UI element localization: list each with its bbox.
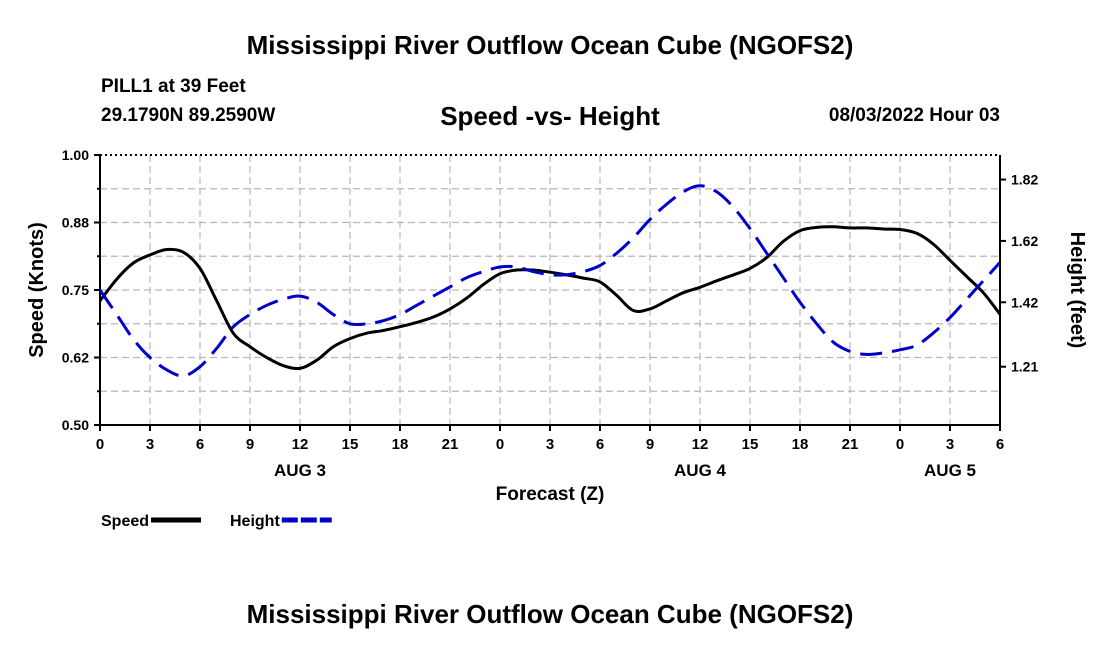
x-tick-label: 21 (442, 436, 459, 453)
x-tick-label: 12 (692, 436, 709, 453)
x-tick-label: 0 (96, 436, 104, 453)
station-label: PILL1 at 39 Feet (101, 76, 246, 97)
y-axis-title-right: Height (feet) (1066, 232, 1088, 349)
x-date-label: AUG 5 (924, 461, 976, 480)
y-tick-label: 1.00 (62, 147, 89, 163)
chart-subtitle: Speed -vs- Height (440, 101, 660, 131)
y2-tick-label: 1.82 (1011, 172, 1038, 188)
y-tick-label: 0.75 (62, 282, 89, 298)
x-tick-label: 6 (996, 436, 1004, 453)
y2-tick-label: 1.21 (1011, 359, 1038, 375)
x-tick-label: 18 (392, 436, 409, 453)
series-line-speed (98, 225, 1002, 371)
forecast-timestamp: 08/03/2022 Hour 03 (828, 105, 1000, 126)
y2-tick-label: 1.62 (1011, 233, 1038, 249)
x-tick-label: 3 (546, 436, 554, 453)
x-tick-label: 6 (196, 436, 204, 453)
series-line-height (98, 184, 1002, 378)
x-tick-label: 9 (246, 436, 254, 453)
x-tick-label: 15 (742, 436, 759, 453)
x-tick-label: 15 (342, 436, 359, 453)
x-tick-label: 0 (496, 436, 504, 453)
y-tick-label: 0.50 (62, 417, 89, 433)
x-tick-label: 3 (146, 436, 154, 453)
x-date-label: AUG 3 (274, 461, 326, 480)
x-tick-label: 18 (792, 436, 809, 453)
x-date-label: AUG 4 (674, 461, 727, 480)
x-axis-title: Forecast (Z) (496, 484, 605, 505)
x-tick-label: 12 (292, 436, 309, 453)
footer-title: Mississippi River Outflow Ocean Cube (NG… (246, 599, 854, 629)
y-tick-label: 0.88 (62, 215, 89, 231)
x-tick-label: 0 (896, 436, 904, 453)
y2-tick-label: 1.42 (1011, 294, 1038, 310)
x-tick-label: 21 (842, 436, 859, 453)
y-axis-title-left: Speed (Knots) (26, 222, 48, 358)
legend-label-height: Height (230, 513, 280, 530)
x-tick-label: 3 (946, 436, 954, 453)
x-tick-label: 9 (646, 436, 654, 453)
x-tick-label: 6 (596, 436, 604, 453)
station-coordinates: 29.1790N 89.2590W (101, 105, 276, 126)
y-tick-label: 0.62 (62, 350, 89, 366)
legend-label-speed: Speed (101, 513, 149, 530)
main-title: Mississippi River Outflow Ocean Cube (NG… (246, 30, 854, 60)
